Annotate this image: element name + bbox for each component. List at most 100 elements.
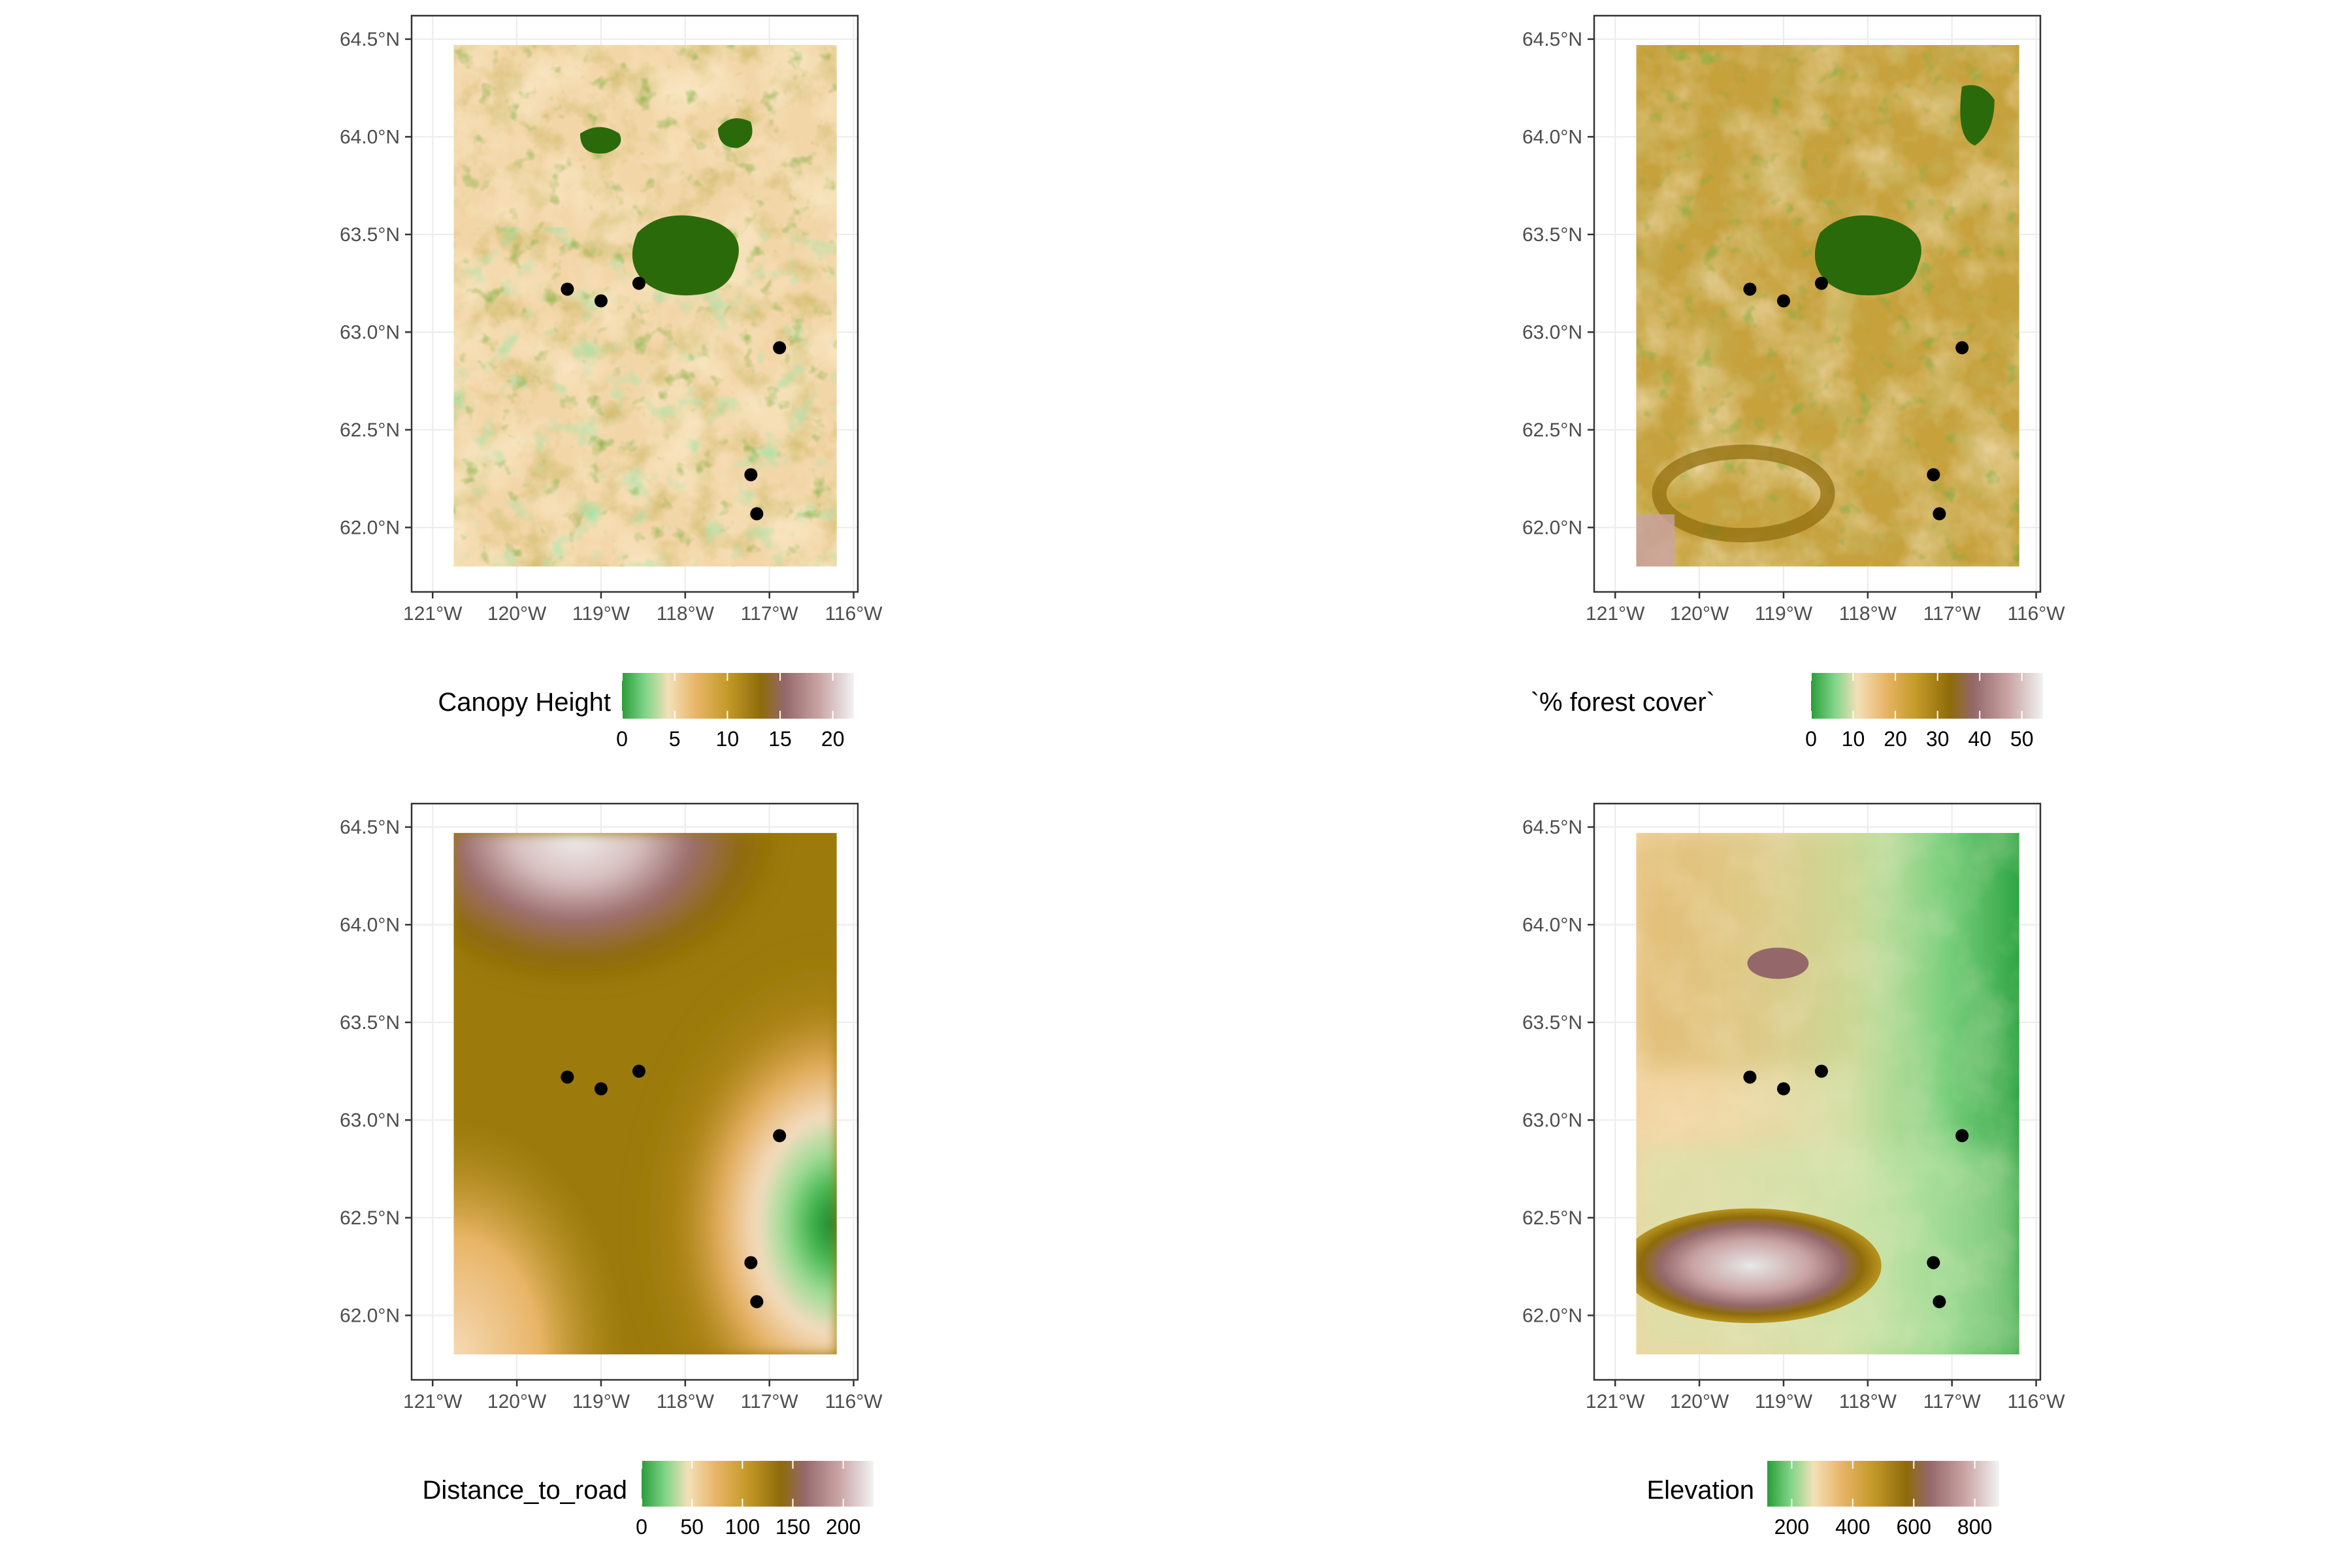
raster-elevation xyxy=(1636,832,2019,1355)
y-tick-label: 62.5°N xyxy=(340,1207,400,1229)
x-tick-label: 118°W xyxy=(1839,603,1897,625)
point-marker xyxy=(1955,341,1969,355)
legend-forest: `% forest cover` 0 10 20 30 40 50 xyxy=(1531,673,2043,751)
legend-tick-label: 0 xyxy=(1805,727,1817,751)
x-tick-label: 117°W xyxy=(1923,1391,1982,1413)
legend-colorbar xyxy=(622,673,854,719)
point-marker xyxy=(1933,507,1946,521)
panel-border xyxy=(1593,802,2042,1381)
y-tick-label: 62.0°N xyxy=(1522,517,1582,538)
point-marker xyxy=(750,1295,764,1309)
point-marker xyxy=(1927,468,1940,482)
y-tick-label: 63.0°N xyxy=(340,1109,400,1131)
point-marker xyxy=(1776,1082,1790,1096)
legend-tick-label: 50 xyxy=(2010,727,2034,751)
legend-tick-label: 150 xyxy=(776,1515,810,1539)
y-tick-label: 62.5°N xyxy=(1522,1207,1582,1229)
x-tick-label: 119°W xyxy=(1755,603,1813,625)
x-tick-label: 121°W xyxy=(403,603,463,625)
point-marker xyxy=(1814,276,1828,290)
points-layer xyxy=(561,276,787,521)
x-tick-label: 117°W xyxy=(741,1391,799,1413)
panel-forest: 121°W 120°W 119°W 118°W 117°W 116°W 64.5°N 64.0… xyxy=(1522,14,2065,751)
legend-tick-label: 20 xyxy=(821,727,845,751)
point-marker xyxy=(773,341,787,355)
legend-tick-label: 10 xyxy=(716,727,740,751)
legend-colorbar xyxy=(1767,1461,1999,1507)
y-tick-label: 63.0°N xyxy=(1522,1109,1582,1131)
x-tick-label: 116°W xyxy=(825,603,883,625)
x-tick-label: 119°W xyxy=(572,1391,630,1413)
point-marker xyxy=(594,294,608,308)
y-tick-label: 63.5°N xyxy=(340,224,400,246)
panel-canopy: 121°W 120°W 119°W 118°W 117°W 116°W 64.5°N 64.0… xyxy=(340,14,883,751)
legend-tick-label: 40 xyxy=(1968,727,1991,751)
legend-colorbar xyxy=(642,1461,874,1507)
legend-tick-label: 15 xyxy=(768,727,792,751)
point-marker xyxy=(1743,1070,1757,1084)
legend-tick-label: 50 xyxy=(680,1515,704,1539)
y-tick-label: 62.5°N xyxy=(1522,419,1582,441)
legend-road: Distance_to_road 0 50 100 150 200 xyxy=(422,1461,874,1539)
point-marker xyxy=(632,276,645,290)
x-tick-label: 116°W xyxy=(2007,1391,2065,1413)
point-marker xyxy=(561,1070,574,1084)
legend-tick-label: 100 xyxy=(725,1515,760,1539)
x-tick-label: 119°W xyxy=(1755,1391,1813,1413)
legend-title: `% forest cover` xyxy=(1531,688,1715,717)
raster-road xyxy=(453,832,837,1355)
legend-title: Elevation xyxy=(1646,1476,1754,1505)
x-tick-label: 118°W xyxy=(657,1391,715,1413)
legend-tick-label: 30 xyxy=(1926,727,1950,751)
y-tick-label: 63.5°N xyxy=(1522,224,1582,246)
point-marker xyxy=(744,1256,758,1269)
legend-tick-label: 5 xyxy=(669,727,681,751)
points-layer xyxy=(1743,276,1969,521)
legend-tick-label: 20 xyxy=(1884,727,1907,751)
panel-border xyxy=(410,802,859,1381)
point-marker xyxy=(1955,1129,1969,1143)
legend-tick-label: 0 xyxy=(636,1515,647,1539)
raster-forest xyxy=(1636,44,2019,567)
legend-title: Canopy Height xyxy=(438,688,611,717)
x-tick-label: 117°W xyxy=(1923,603,1982,625)
point-marker xyxy=(750,507,764,521)
legend-tick-label: 200 xyxy=(826,1515,860,1539)
x-tick-label: 116°W xyxy=(825,1391,883,1413)
x-tick-label: 120°W xyxy=(487,603,547,625)
legend-tick-label: 400 xyxy=(1835,1515,1870,1539)
x-tick-label: 119°W xyxy=(572,603,630,625)
x-tick-label: 120°W xyxy=(487,1391,547,1413)
x-tick-label: 117°W xyxy=(741,603,799,625)
y-tick-label: 64.0°N xyxy=(340,914,400,936)
y-tick-label: 63.0°N xyxy=(1522,321,1582,343)
y-tick-label: 62.5°N xyxy=(340,419,400,441)
legend-tick-label: 600 xyxy=(1897,1515,1931,1539)
legend-colorbar xyxy=(1811,673,2043,719)
points-layer xyxy=(561,1064,787,1309)
legend-tick-label: 0 xyxy=(616,727,628,751)
y-tick-label: 64.0°N xyxy=(1522,126,1582,148)
panel-road: 121°W 120°W 119°W 118°W 117°W 116°W 64.5°N 64.0… xyxy=(340,802,883,1539)
x-tick-label: 121°W xyxy=(1586,603,1645,625)
legend-tick-label: 800 xyxy=(1957,1515,1992,1539)
y-tick-label: 64.5°N xyxy=(340,817,400,838)
point-marker xyxy=(1776,294,1790,308)
panel-border xyxy=(410,14,859,593)
x-tick-label: 118°W xyxy=(1839,1391,1897,1413)
panel-border xyxy=(1593,14,2042,593)
y-tick-label: 63.5°N xyxy=(340,1012,400,1034)
point-marker xyxy=(594,1082,608,1096)
point-marker xyxy=(1743,282,1757,296)
x-tick-label: 121°W xyxy=(1586,1391,1645,1413)
y-tick-label: 63.0°N xyxy=(340,321,400,343)
y-tick-label: 64.5°N xyxy=(1522,29,1582,50)
legend-title: Distance_to_road xyxy=(422,1476,627,1505)
point-marker xyxy=(1814,1064,1828,1078)
x-tick-label: 121°W xyxy=(403,1391,463,1413)
point-marker xyxy=(773,1129,787,1143)
point-marker xyxy=(744,468,758,482)
point-marker xyxy=(1933,1295,1946,1309)
